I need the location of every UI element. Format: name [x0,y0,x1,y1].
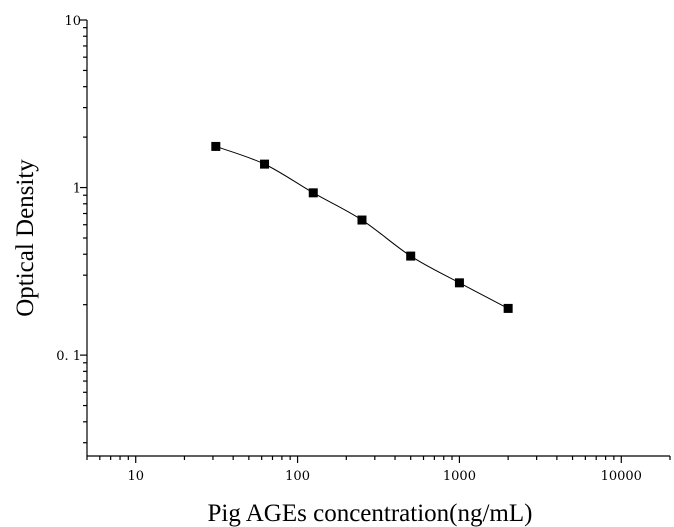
axes [86,20,670,457]
data-point [454,278,464,288]
tick-labels: 10 100 1000 10000 0. 1 1 10 [56,14,642,484]
data-point [211,141,221,151]
data-point [308,188,318,198]
x-tick-label: 10 [127,469,144,484]
x-tick-label: 100 [285,469,310,484]
tick-marks [80,19,671,463]
data-points [211,141,513,313]
y-axis-title: Optical Density [12,159,39,317]
x-tick-label: 1000 [443,469,476,484]
data-point [357,215,367,225]
data-point [260,159,270,169]
fit-curve [215,145,509,309]
x-axis-title: Pig AGEs concentration(ng/mL) [208,500,533,527]
data-point [406,251,416,261]
data-point [503,303,513,313]
x-tick-label: 10000 [601,469,642,484]
y-tick-label: 1 [73,182,81,197]
y-tick-label: 10 [64,14,81,29]
y-tick-label: 0. 1 [56,349,81,364]
